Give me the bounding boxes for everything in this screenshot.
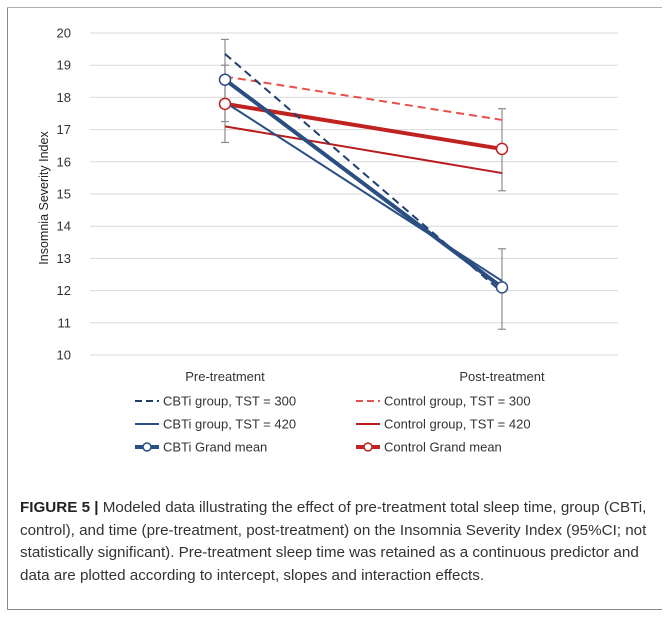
y-tick-14: 14 bbox=[57, 219, 71, 234]
caption-text: Modeled data illustrating the effect of … bbox=[20, 499, 647, 584]
legend-label-5: Control Grand mean bbox=[384, 440, 502, 455]
y-tick-16: 16 bbox=[57, 154, 71, 169]
x-tick-post-treatment: Post-treatment bbox=[459, 369, 545, 384]
y-tick-15: 15 bbox=[57, 187, 71, 202]
y-tick-19: 19 bbox=[57, 58, 71, 73]
figure-label: FIGURE 5 | bbox=[20, 499, 99, 516]
series-point-4-0 bbox=[218, 73, 232, 86]
x-tick-labels: Pre-treatment Post-treatment bbox=[185, 369, 545, 384]
legend-label-2: CBTi group, TST = 420 bbox=[163, 417, 296, 432]
x-tick-pre-treatment: Pre-treatment bbox=[185, 369, 265, 384]
y-axis-label: Insomnia Severity Index bbox=[37, 131, 51, 265]
y-tick-20: 20 bbox=[57, 26, 71, 41]
series-line-3 bbox=[224, 125, 503, 175]
y-tick-12: 12 bbox=[57, 283, 71, 298]
chart: 10 11 12 13 14 15 16 17 18 19 20 Pre-treatment Post… bbox=[37, 26, 618, 455]
legend-label-4: CBTi Grand mean bbox=[163, 440, 267, 455]
legend-label-3: Control group, TST = 420 bbox=[384, 417, 531, 432]
y-tick-18: 18 bbox=[57, 90, 71, 105]
y-tick-11: 11 bbox=[58, 315, 72, 330]
series-point-5-1 bbox=[495, 142, 509, 156]
series-point-5-0 bbox=[218, 97, 232, 111]
series-line-4 bbox=[223, 78, 504, 289]
series-lines bbox=[223, 53, 504, 293]
series-markers bbox=[218, 73, 509, 294]
legend-label-0: CBTi group, TST = 300 bbox=[163, 394, 296, 409]
y-tick-10: 10 bbox=[57, 348, 71, 363]
figure-frame-top bbox=[7, 7, 662, 8]
series-point-4-1 bbox=[495, 281, 509, 294]
y-tick-13: 13 bbox=[57, 251, 71, 266]
y-tick-labels: 10 11 12 13 14 15 16 17 18 19 20 bbox=[57, 26, 71, 363]
figure-frame bbox=[7, 7, 662, 610]
series-line-5 bbox=[224, 101, 503, 151]
grid-lines bbox=[90, 32, 618, 356]
legend-marker-5 bbox=[363, 442, 373, 452]
legend-label-1: Control group, TST = 300 bbox=[384, 394, 531, 409]
y-tick-17: 17 bbox=[57, 122, 71, 137]
series-line-1 bbox=[224, 75, 503, 121]
legend-marker-4 bbox=[142, 442, 152, 452]
legend: CBTi group, TST = 300 Control group, TST … bbox=[135, 394, 531, 455]
figure-caption: FIGURE 5 | Modeled data illustrating the… bbox=[20, 497, 650, 587]
